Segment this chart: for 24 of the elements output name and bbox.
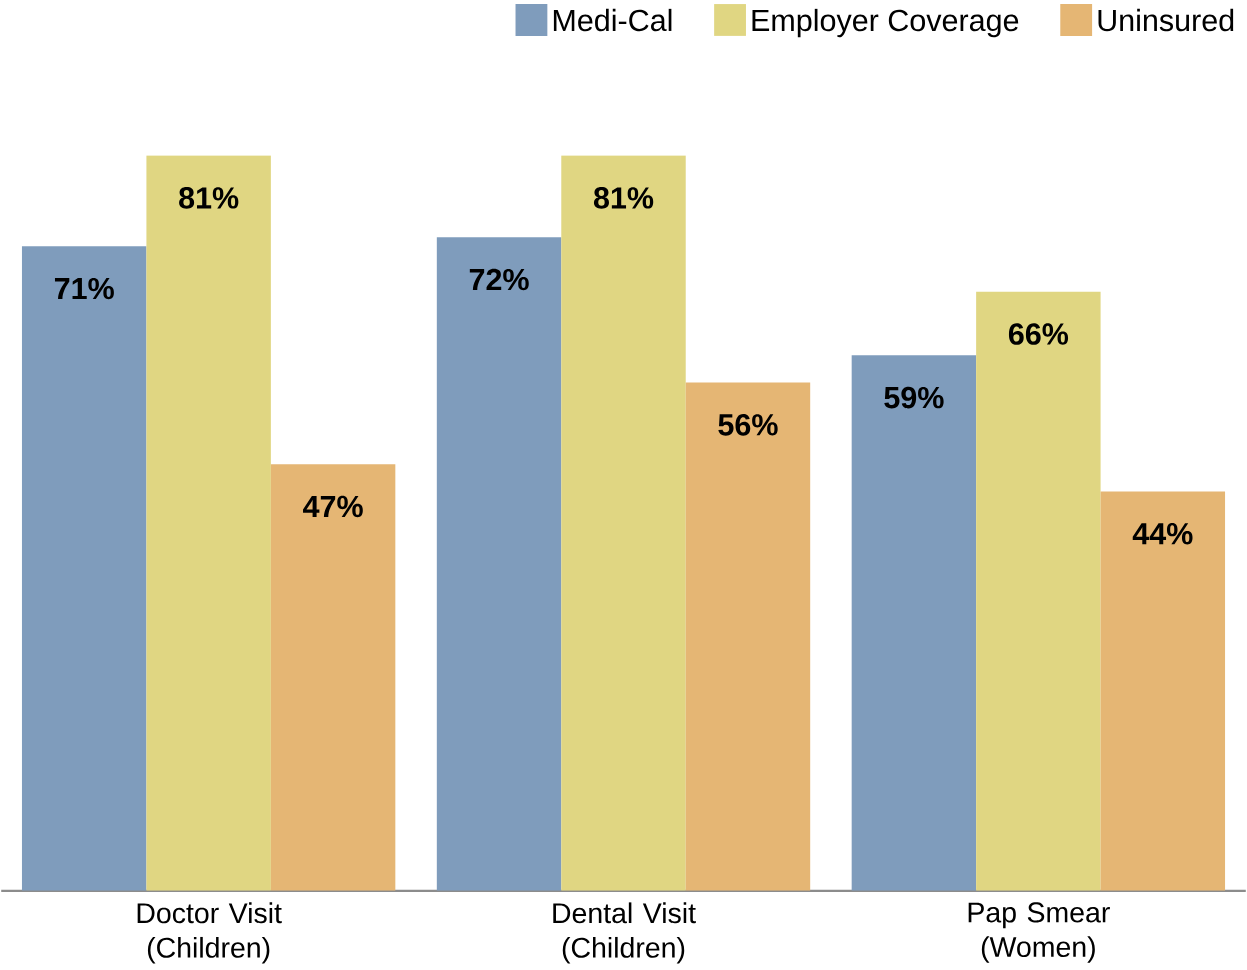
x-tick-label: Pap Smear (Women): [968, 902, 1110, 963]
legend-label: Uninsured: [1098, 8, 1234, 32]
data-label: 81%: [179, 186, 239, 209]
legend-label: Medi-Cal: [553, 8, 672, 32]
x-tick-label: Dental Visit (Children): [553, 902, 696, 964]
bar: [976, 291, 1101, 891]
bar: [561, 155, 686, 891]
bar: [685, 382, 811, 891]
data-label: 47%: [303, 495, 363, 518]
bar: [21, 246, 147, 891]
data-label: 81%: [593, 186, 654, 209]
bar: [851, 355, 977, 891]
data-label: 66%: [1008, 323, 1069, 345]
bar: [1100, 491, 1226, 891]
x-tick-label: Doctor Visit (Children): [137, 902, 282, 964]
bar: [436, 237, 562, 891]
data-label: 44%: [1132, 522, 1193, 545]
data-label: 59%: [884, 386, 944, 409]
legend-label: Employer Coverage: [752, 8, 1019, 38]
data-label: 56%: [718, 413, 778, 436]
bar: [270, 464, 396, 891]
data-label: 71%: [54, 277, 114, 300]
bar: [146, 155, 271, 891]
data-label: 72%: [469, 268, 529, 291]
